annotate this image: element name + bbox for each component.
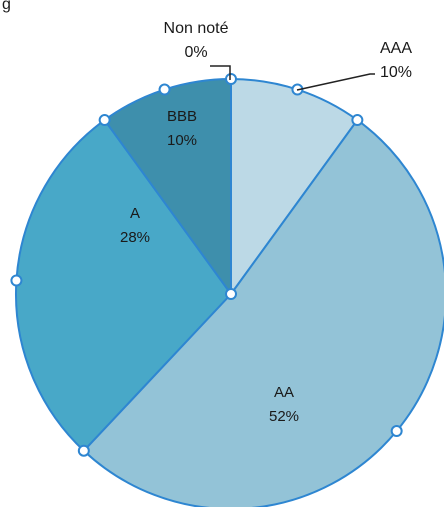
label-bbb-value: 10% <box>167 132 197 149</box>
label-aa-name: AA <box>274 384 294 401</box>
selection-handle[interactable] <box>77 444 90 457</box>
selection-handle[interactable] <box>225 288 237 300</box>
selection-handle[interactable] <box>351 114 364 127</box>
label-a-name: A <box>130 205 140 222</box>
non-note-leader-line <box>210 65 231 80</box>
selection-handle[interactable] <box>158 83 171 96</box>
selection-handle[interactable] <box>225 73 237 85</box>
pie-slices <box>15 78 444 507</box>
selection-handle[interactable] <box>390 425 403 438</box>
label-non-note-name: Non noté <box>164 20 229 37</box>
label-aaa-name: AAA <box>380 40 412 57</box>
label-aaa-value: 10% <box>380 64 412 81</box>
label-a-value: 28% <box>120 229 150 246</box>
slice-handles <box>10 73 403 457</box>
chart-title-fragment: g <box>2 0 11 13</box>
aaa-leader-line <box>296 73 375 91</box>
label-non-note-value: 0% <box>184 44 207 61</box>
selection-handle[interactable] <box>10 274 23 287</box>
label-aa-value: 52% <box>269 408 299 425</box>
selection-handle[interactable] <box>98 114 111 127</box>
label-bbb-name: BBB <box>167 108 197 125</box>
